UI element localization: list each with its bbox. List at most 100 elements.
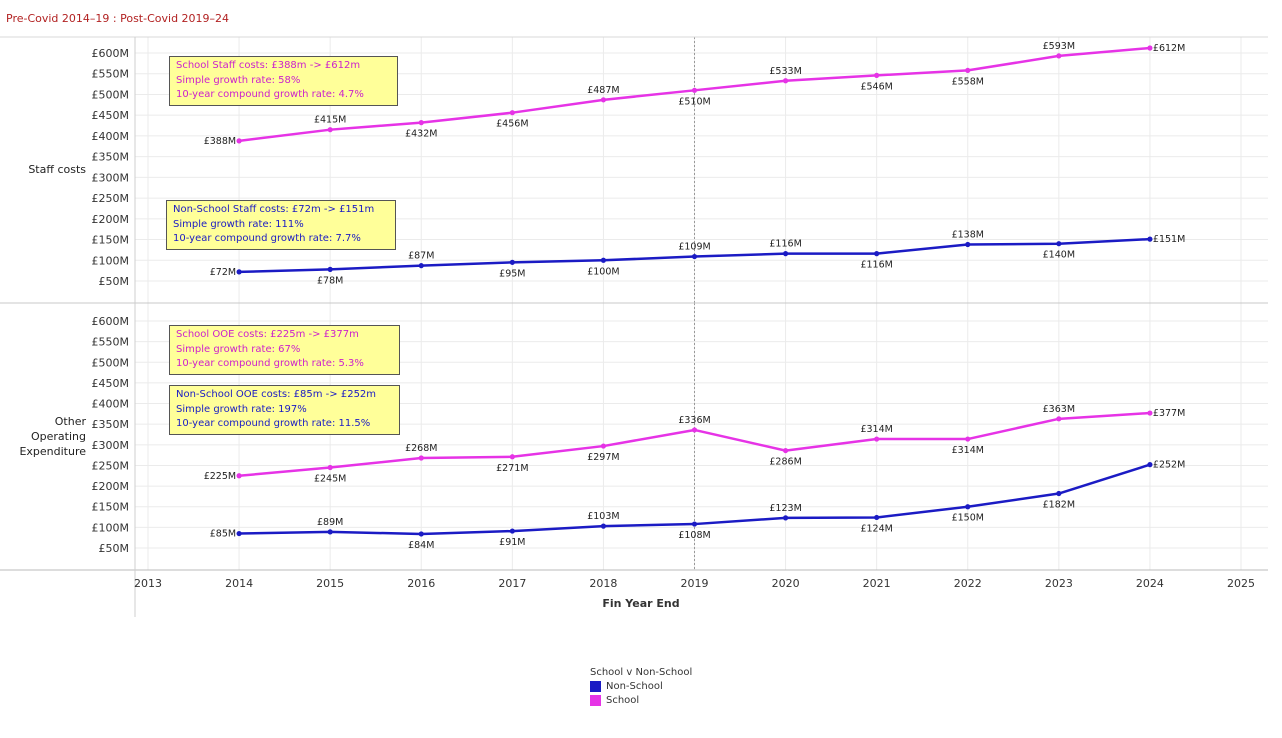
pane-label-ooe-line-1: Other: [54, 415, 86, 428]
data-label: £151M: [1153, 234, 1185, 245]
data-label: £533M: [769, 66, 801, 77]
data-point: [965, 436, 971, 442]
data-point: [327, 266, 333, 272]
data-label: £271M: [496, 463, 528, 474]
y-tick-label: £550M: [92, 68, 130, 81]
y-tick-label: £550M: [92, 336, 130, 349]
y-tick-label: £600M: [92, 315, 130, 328]
legend-title: School v Non-School: [590, 667, 693, 678]
data-label: £91M: [499, 537, 525, 548]
data-point: [691, 427, 698, 433]
data-label: £558M: [952, 76, 984, 87]
x-tick-label: 2017: [498, 577, 526, 590]
data-label: £487M: [587, 85, 619, 96]
y-tick-label: £400M: [92, 398, 130, 411]
annotation-line: Simple growth rate: 197%: [176, 403, 307, 415]
data-label: £268M: [405, 443, 437, 454]
x-tick-label: 2020: [772, 577, 800, 590]
data-point: [1147, 462, 1153, 468]
annotation-line: Simple growth rate: 58%: [176, 74, 301, 86]
annotation-school-staff: School Staff costs: £388m -> £612m Simpl…: [169, 56, 398, 106]
data-point: [782, 447, 789, 454]
y-tick-label: £50M: [99, 275, 130, 288]
data-point: [874, 72, 880, 78]
y-tick-label: £50M: [99, 542, 130, 555]
data-label: £297M: [587, 452, 619, 463]
legend-label: Non-School: [606, 681, 663, 692]
y-tick-label: £500M: [92, 356, 130, 369]
y-tick-label: £250M: [92, 192, 130, 205]
legend-swatch: [590, 695, 601, 706]
data-label: £415M: [314, 115, 346, 126]
data-point: [509, 454, 515, 460]
data-point: [600, 523, 607, 529]
y-tick-label: £450M: [92, 377, 130, 390]
y-tick-label: £300M: [92, 439, 130, 452]
x-tick-label: 2016: [407, 577, 435, 590]
data-label: £388M: [204, 136, 236, 147]
data-point: [327, 127, 333, 133]
annotation-school-ooe: School OOE costs: £225m -> £377m Simple …: [169, 325, 400, 375]
data-label: £109M: [678, 242, 710, 253]
legend: School v Non-School Non-School School: [590, 667, 692, 706]
data-point: [1147, 410, 1153, 416]
data-label: £245M: [314, 474, 346, 485]
data-label: £182M: [1043, 500, 1075, 511]
x-tick-label: 2019: [681, 577, 709, 590]
data-point: [1056, 53, 1062, 59]
pane-label-ooe-line-2: Operating: [31, 430, 86, 443]
data-point: [691, 521, 698, 527]
y-tick-label: £500M: [92, 88, 130, 101]
data-point: [509, 528, 515, 534]
data-label: £72M: [210, 267, 236, 278]
annotation-line: School OOE costs: £225m -> £377m: [176, 329, 359, 340]
annotation-line: 10-year compound growth rate: 11.5%: [176, 418, 371, 429]
data-point: [600, 257, 607, 263]
legend-swatch: [590, 681, 601, 692]
legend-item-school[interactable]: School: [590, 695, 692, 706]
y-tick-label: £150M: [92, 234, 130, 247]
data-label: £140M: [1043, 250, 1075, 261]
x-tick-label: 2013: [134, 577, 162, 590]
data-label: £78M: [317, 275, 343, 286]
pane-label-staff: Staff costs: [0, 162, 90, 177]
data-point: [418, 531, 424, 537]
data-point: [874, 436, 880, 442]
data-point: [236, 138, 242, 144]
x-tick-label: 2024: [1136, 577, 1164, 590]
pane-label-ooe: Other Operating Expenditure: [0, 414, 90, 459]
annotation-line: Simple growth rate: 67%: [176, 343, 301, 355]
y-tick-label: £100M: [92, 521, 130, 534]
y-tick-label: £150M: [92, 501, 130, 514]
data-point: [874, 251, 880, 257]
data-point: [782, 515, 789, 521]
legend-label: School: [606, 695, 640, 706]
data-point: [418, 263, 424, 269]
data-point: [782, 251, 789, 257]
x-axis-title: Fin Year End: [602, 597, 680, 610]
data-label: £100M: [587, 266, 619, 277]
data-label: £123M: [769, 503, 801, 514]
data-label: £286M: [769, 457, 801, 468]
data-point: [418, 120, 424, 126]
y-tick-label: £200M: [92, 213, 130, 226]
x-tick-label: 2021: [863, 577, 891, 590]
data-label: £124M: [860, 523, 892, 534]
data-point: [1056, 241, 1062, 247]
legend-item-non-school[interactable]: Non-School: [590, 681, 692, 692]
data-point: [236, 473, 242, 479]
data-label: £108M: [678, 530, 710, 541]
data-label: £116M: [860, 260, 892, 271]
annotation-line: Non-School Staff costs: £72m -> £151m: [173, 204, 375, 215]
pane-label-staff-line: Staff costs: [28, 163, 86, 176]
y-tick-label: £100M: [92, 254, 130, 267]
data-label: £103M: [587, 511, 619, 522]
data-label: £85M: [210, 529, 236, 540]
data-label: £377M: [1153, 408, 1185, 419]
annotation-line: 10-year compound growth rate: 4.7%: [176, 89, 364, 100]
data-label: £252M: [1153, 460, 1185, 471]
data-label: £138M: [952, 230, 984, 241]
data-label: £84M: [408, 540, 434, 551]
data-label: £593M: [1043, 41, 1075, 52]
